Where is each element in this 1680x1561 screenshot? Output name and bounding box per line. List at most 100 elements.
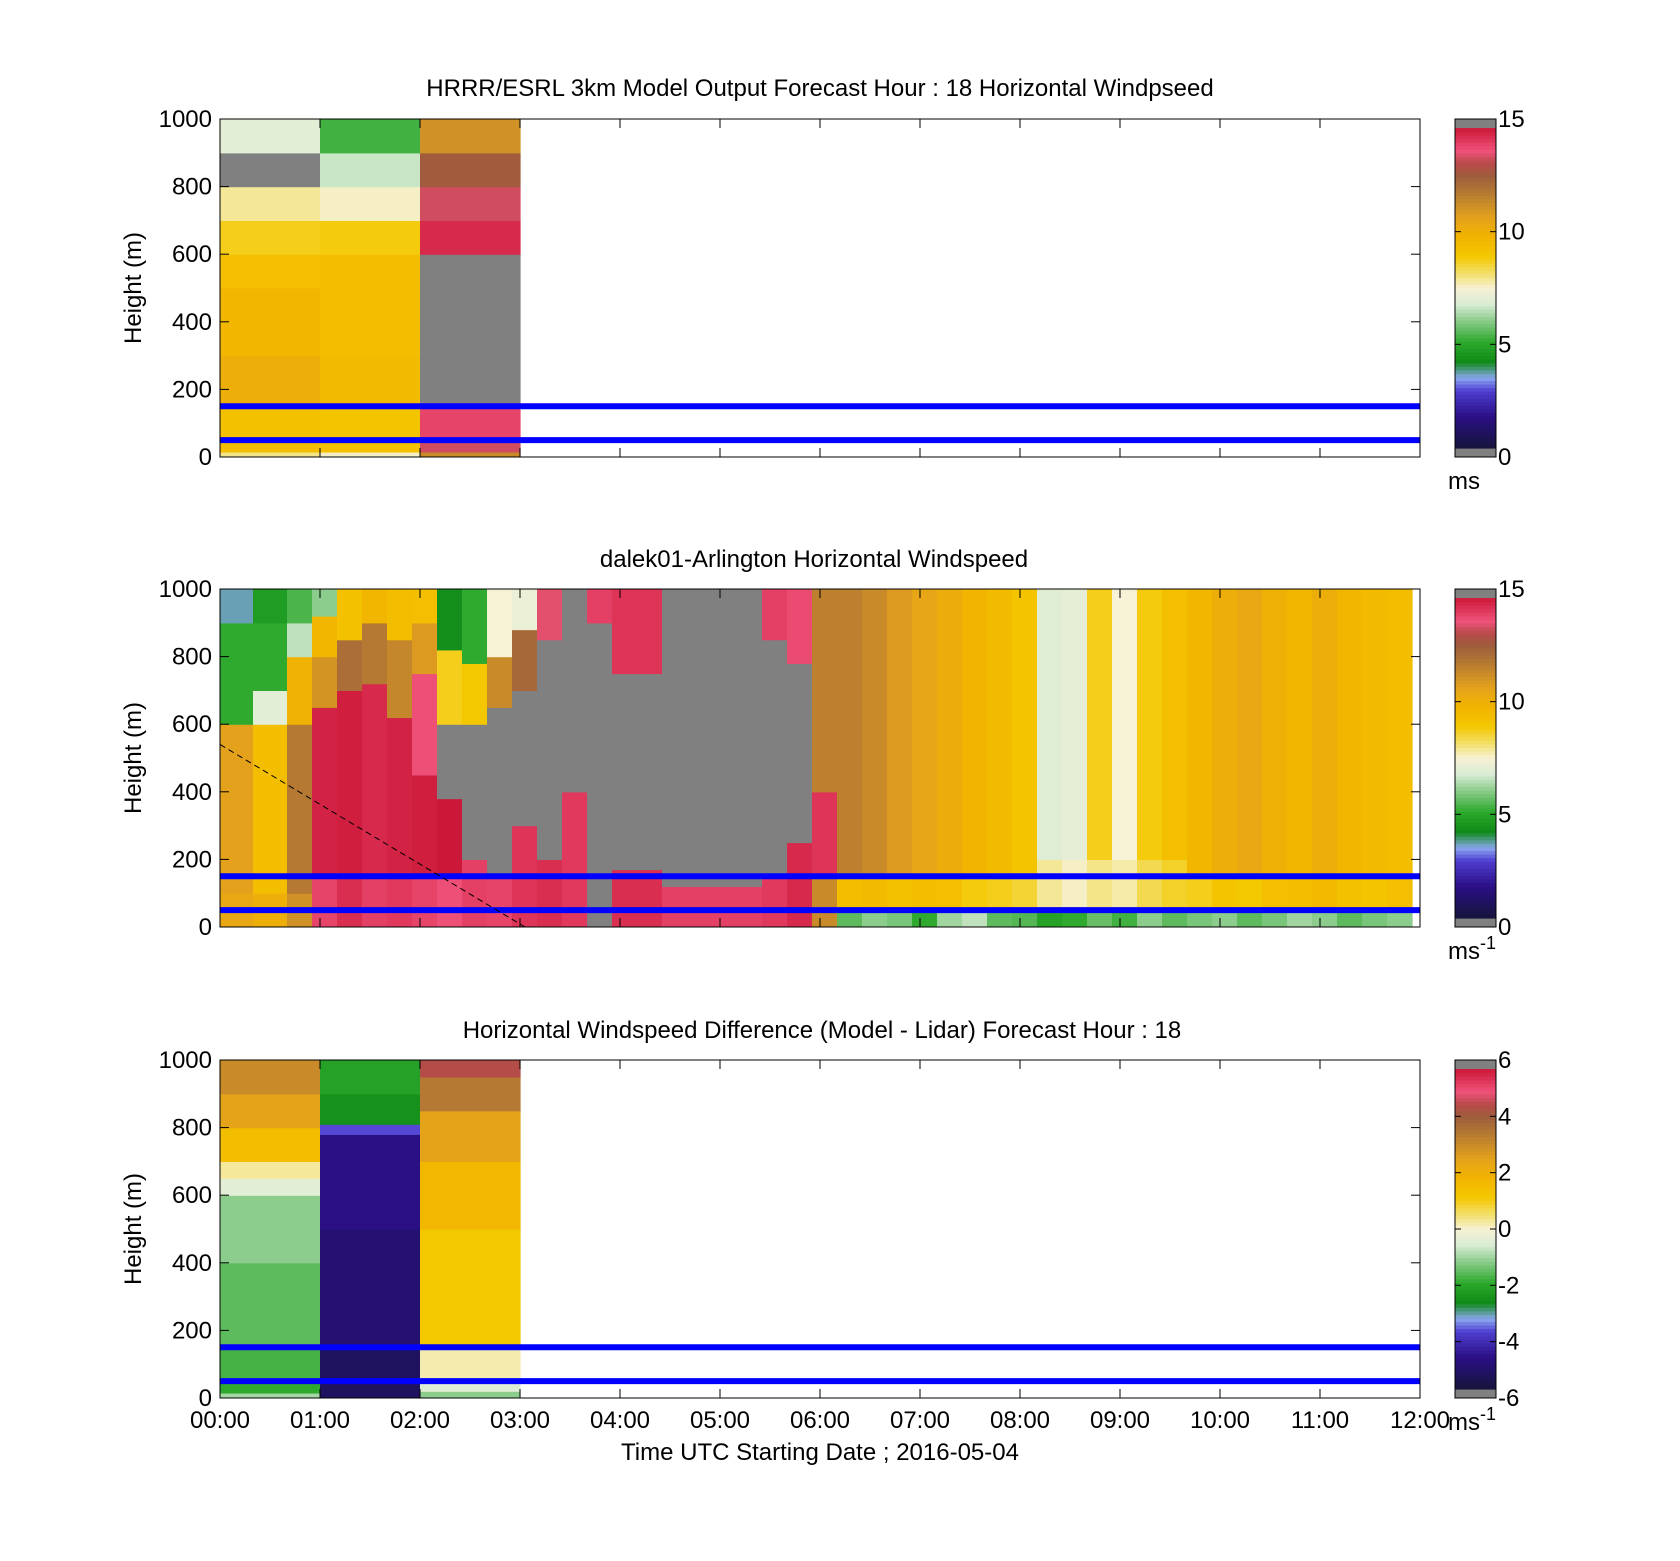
colorbar-swatch	[1455, 1357, 1496, 1362]
heatmap-cell	[1062, 859, 1088, 911]
heatmap-cell	[220, 724, 254, 894]
colorbar-swatch	[1455, 878, 1496, 884]
heatmap-cell	[612, 589, 663, 675]
heatmap-cell	[762, 639, 788, 877]
colorbar-swatch	[1455, 1129, 1496, 1134]
colorbar-swatch	[1455, 437, 1496, 442]
colorbar-swatch	[1455, 1204, 1496, 1209]
heatmap-cell	[387, 589, 413, 641]
heatmap-cell	[1337, 876, 1363, 911]
colorbar-swatch	[1455, 323, 1496, 328]
heatmap-cell	[912, 589, 938, 877]
colorbar-swatch	[1455, 1218, 1496, 1223]
heatmap-cell	[887, 910, 913, 927]
colorbar-swatch	[1455, 1264, 1496, 1269]
panel-model-reference-lines	[220, 403, 1420, 444]
colorbar-swatch	[1455, 291, 1496, 296]
colorbar-swatch	[1455, 1076, 1496, 1081]
colorbar-swatch	[1455, 1069, 1496, 1074]
x-tick-label: 08:00	[990, 1407, 1050, 1434]
colorbar-swatch	[1455, 697, 1496, 702]
colorbar-swatch	[1455, 726, 1496, 731]
heatmap-cell	[220, 406, 321, 438]
colorbar-swatch	[1455, 1374, 1496, 1379]
heatmap-cell	[1312, 876, 1338, 911]
heatmap-cell	[220, 152, 321, 188]
colorbar-swatch	[1455, 1072, 1496, 1077]
heatmap-cell	[312, 589, 338, 617]
colorbar-swatch	[1455, 142, 1496, 147]
colorbar-tick-label: 5	[1498, 801, 1511, 828]
colorbar-swatch	[1455, 401, 1496, 406]
colorbar-swatch	[1455, 1165, 1496, 1170]
colorbar-swatch	[1455, 694, 1496, 699]
heatmap-cell	[837, 589, 863, 877]
colorbar-swatch	[1455, 1193, 1496, 1198]
panel-difference-x-ticks	[219, 1060, 1421, 1398]
colorbar-swatch	[1455, 238, 1496, 243]
x-tick-label: 05:00	[690, 1407, 750, 1434]
colorbar-swatch	[1455, 206, 1496, 211]
colorbar-swatch	[1455, 679, 1496, 684]
colorbar-swatch	[1455, 273, 1496, 278]
colorbar-swatch	[1455, 408, 1496, 414]
colorbar-swatch	[1455, 277, 1496, 282]
heatmap-cell	[337, 690, 363, 877]
colorbar-swatch	[1455, 167, 1496, 172]
heatmap-cell	[1087, 589, 1113, 860]
colorbar-tick-label: 0	[1498, 914, 1511, 941]
colorbar-swatch	[1455, 1108, 1496, 1113]
heatmap-cell	[287, 724, 313, 894]
colorbar-swatch	[1455, 1253, 1496, 1259]
heatmap-cell	[1237, 910, 1263, 927]
colorbar-swatch	[1455, 1147, 1496, 1152]
colorbar-swatch	[1455, 818, 1496, 823]
heatmap-cell	[837, 910, 863, 927]
heatmap-cell	[787, 842, 813, 927]
colorbar-swatch	[1455, 622, 1496, 628]
panel-difference: Horizontal Windspeed Difference (Model -…	[120, 1017, 1519, 1466]
heatmap-cell	[412, 774, 438, 877]
colorbar-swatch	[1455, 1317, 1496, 1323]
x-tick-label: 06:00	[790, 1407, 850, 1434]
colorbar-swatch	[1455, 1097, 1496, 1102]
panel-lidar-colorbar: 0 5 10 15 ms-1	[1448, 576, 1525, 965]
colorbar-swatch	[1455, 160, 1496, 165]
heatmap-cell	[220, 1161, 321, 1179]
heatmap-cell	[1187, 910, 1213, 927]
colorbar-swatch	[1455, 149, 1496, 154]
colorbar-swatch	[1455, 1221, 1496, 1227]
x-tick-label: 09:00	[1090, 1407, 1150, 1434]
colorbar-swatch	[1455, 903, 1496, 908]
heatmap-cell	[420, 1391, 521, 1398]
colorbar-swatch	[1455, 163, 1496, 168]
heatmap-cell	[437, 798, 463, 877]
heatmap-cell	[1237, 589, 1263, 877]
x-tick-label: 01:00	[290, 1407, 350, 1434]
colorbar-swatch	[1455, 355, 1496, 360]
x-tick-label: 02:00	[390, 1407, 450, 1434]
colorbar-swatch	[1455, 216, 1496, 222]
colorbar-swatch	[1455, 1229, 1496, 1234]
panel-model-y-ticks: 0 200 400 600 800 1000	[159, 106, 1420, 471]
panel-difference-heatmap	[220, 1060, 521, 1398]
heatmap-cell	[1012, 876, 1038, 911]
colorbar-swatch	[1455, 715, 1496, 720]
colorbar-swatch	[1455, 1293, 1496, 1298]
panel-difference-ylabel: Height (m)	[120, 1173, 147, 1285]
heatmap-cell	[462, 589, 488, 664]
colorbar-swatch	[1455, 889, 1496, 894]
colorbar-swatch	[1455, 793, 1496, 798]
heatmap-cell	[1037, 589, 1063, 860]
heatmap-cell	[220, 1195, 321, 1264]
colorbar-swatch	[1455, 1154, 1496, 1159]
colorbar-swatch	[1455, 1385, 1496, 1390]
colorbar-swatch	[1455, 1261, 1496, 1266]
colorbar-swatch	[1455, 612, 1496, 617]
panel-lidar: dalek01-Arlington Horizontal Windspeed 0…	[120, 546, 1525, 965]
heatmap-cell	[437, 589, 463, 651]
heatmap-cell	[337, 876, 363, 927]
heatmap-cell	[220, 288, 321, 357]
y-tick-label: 200	[172, 846, 212, 873]
heatmap-cell	[1162, 589, 1188, 860]
